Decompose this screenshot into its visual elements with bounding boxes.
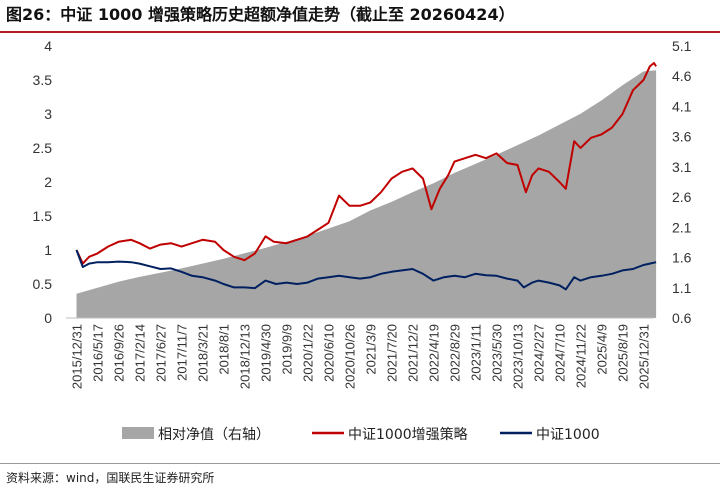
y-left-tick-label: 0.5	[33, 276, 53, 292]
x-tick-label: 2017/2/14	[133, 324, 148, 382]
legend-item-excess-label: 相对净值（右轴）	[158, 427, 270, 443]
x-tick-label: 2021/7/20	[385, 324, 400, 382]
legend-item-enhanced-label: 中证1000增强策略	[348, 426, 468, 443]
x-tick-label: 2018/3/21	[196, 324, 211, 382]
x-tick-label: 2024/11/22	[574, 324, 589, 388]
x-tick-label: 2024/2/27	[532, 324, 547, 382]
y-left-tick-label: 3.5	[33, 72, 53, 88]
x-tick-label: 2018/12/13	[238, 324, 253, 389]
y-right-tick-label: 4.6	[672, 68, 692, 84]
x-tick-label: 2017/6/27	[154, 324, 169, 382]
y-right-tick-label: 2.6	[672, 189, 692, 205]
x-tick-label: 2015/12/31	[70, 324, 85, 389]
axis-layer: 0 0.5 1 1.5 2 2.5 3 3.5 4 0.6 1.1 1.6 2.1 2.6 3.1 3.6 4.…	[33, 38, 692, 389]
y-left-tick-label: 3	[44, 106, 52, 122]
legend-item-excess-swatch	[122, 427, 154, 439]
x-tick-label: 2023/1/11	[469, 324, 484, 381]
x-tick-label: 2018/8/1	[217, 324, 232, 375]
x-tick-label: 2025/4/9	[595, 324, 610, 375]
x-tick-label: 2023/5/30	[490, 324, 505, 382]
x-tick-label: 2016/9/26	[112, 324, 127, 382]
line-layer	[75, 62, 657, 291]
title-rule	[0, 31, 720, 33]
x-tick-label: 2025/8/19	[616, 324, 631, 382]
y-right-tick-label: 1.1	[672, 280, 692, 296]
y-left-tick-label: 1.5	[33, 208, 53, 224]
x-tick-label: 2019/4/30	[259, 324, 274, 382]
y-left-tick-label: 2	[44, 174, 52, 190]
x-tick-label: 2020/6/10	[322, 324, 337, 382]
x-tick-label: 2016/5/17	[91, 324, 106, 382]
y-left-tick-label: 1	[44, 242, 52, 258]
x-tick-label: 2019/9/9	[280, 324, 295, 375]
y-left-tick-label: 0	[44, 310, 52, 326]
legend: 相对净值（右轴） 中证1000增强策略 中证1000	[122, 426, 600, 443]
x-tick-label: 2022/4/19	[427, 324, 442, 382]
series-line-index	[75, 249, 657, 291]
chart-canvas: 0 0.5 1 1.5 2 2.5 3 3.5 4 0.6 1.1 1.6 2.1 2.6 3.1 3.6 4.…	[33, 38, 692, 443]
y-right-tick-label: 0.6	[672, 310, 692, 326]
x-tick-label: 2021/3/9	[364, 324, 379, 375]
y-left-tick-label: 2.5	[33, 140, 53, 156]
source-note: 资料来源：wind，国联民生证券研究所	[6, 471, 215, 485]
series-line-enhanced	[75, 62, 657, 265]
y-right-tick-label: 4.1	[672, 98, 692, 114]
legend-item-index-label: 中证1000	[536, 427, 600, 443]
x-tick-label: 2024/7/10	[553, 324, 568, 382]
footer-rule	[0, 463, 720, 464]
x-tick-label: 2022/8/29	[448, 324, 463, 382]
y-right-tick-label: 5.1	[672, 38, 692, 54]
x-tick-label: 2020/1/22	[301, 324, 316, 382]
x-tick-label: 2021/12/2	[406, 324, 421, 382]
x-tick-label: 2017/11/7	[175, 324, 190, 381]
x-tick-label: 2020/10/26	[343, 324, 358, 389]
y-right-tick-label: 3.6	[672, 129, 692, 145]
y-left-tick-label: 4	[44, 38, 52, 54]
x-tick-label: 2023/10/13	[511, 324, 526, 389]
chart-title: 图26：中证 1000 增强策略历史超额净值走势（截止至 20260424）	[6, 5, 515, 24]
area-layer	[76, 70, 657, 318]
x-tick-label: 2025/12/31	[637, 324, 652, 389]
series-area-excess	[76, 70, 657, 318]
y-right-tick-label: 1.6	[672, 250, 692, 266]
y-right-tick-label: 2.1	[672, 219, 692, 235]
y-right-tick-label: 3.1	[672, 159, 692, 175]
